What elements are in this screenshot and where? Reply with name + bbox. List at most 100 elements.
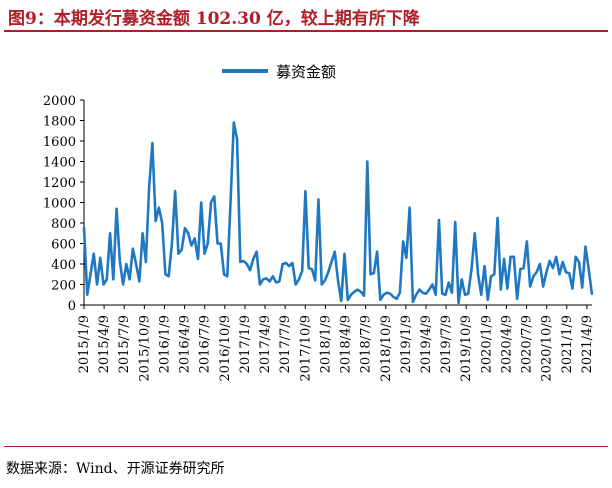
data-point xyxy=(217,243,218,244)
y-tick-label: 1800 xyxy=(43,115,76,130)
data-point xyxy=(582,287,583,288)
data-point xyxy=(269,281,270,282)
data-point xyxy=(136,263,137,264)
data-point xyxy=(523,268,524,269)
data-point xyxy=(354,291,355,292)
data-point xyxy=(520,269,521,270)
data-point xyxy=(393,296,394,297)
x-tick-label: 2018/7/9 xyxy=(359,315,374,373)
data-point xyxy=(93,253,94,254)
y-tick-label: 1400 xyxy=(43,156,76,171)
title-rule xyxy=(4,30,608,32)
data-point xyxy=(559,274,560,275)
data-point xyxy=(507,288,508,289)
legend-label: 募资金额 xyxy=(276,63,336,81)
data-point xyxy=(510,256,511,257)
data-point xyxy=(552,268,553,269)
x-axis: 2015/1/9 2015/4/9 2015/7/9 2015/10/9 2016/1/… xyxy=(77,304,595,382)
y-tick-label: 400 xyxy=(51,258,76,273)
series-line xyxy=(82,121,594,305)
data-point xyxy=(334,251,335,252)
data-point xyxy=(341,300,342,301)
data-point xyxy=(256,251,257,252)
data-point xyxy=(181,249,182,250)
data-point xyxy=(494,274,495,275)
data-point xyxy=(126,263,127,264)
data-point xyxy=(308,268,309,269)
data-point xyxy=(175,191,176,192)
data-point xyxy=(155,220,156,221)
data-point xyxy=(272,276,273,277)
data-point xyxy=(477,274,478,275)
y-tick-label: 200 xyxy=(51,279,76,294)
data-point xyxy=(321,284,322,285)
data-point xyxy=(279,281,280,282)
x-tick-label: 2017/10/9 xyxy=(298,315,313,382)
data-point xyxy=(129,279,130,280)
data-point xyxy=(289,265,290,266)
data-point xyxy=(376,251,377,252)
data-point xyxy=(243,260,244,261)
data-point xyxy=(295,284,296,285)
data-point xyxy=(363,295,364,296)
data-point xyxy=(386,292,387,293)
data-point xyxy=(315,280,316,281)
data-point xyxy=(191,245,192,246)
data-point xyxy=(184,228,185,229)
data-point xyxy=(429,289,430,290)
data-point xyxy=(207,243,208,244)
data-point xyxy=(569,273,570,274)
x-tick-label: 2019/7/9 xyxy=(439,315,454,373)
data-point xyxy=(481,294,482,295)
data-point xyxy=(536,272,537,273)
y-tick-label: 1000 xyxy=(43,197,76,212)
data-point xyxy=(83,227,84,228)
data-point xyxy=(171,243,172,244)
y-tick-label: 2000 xyxy=(43,94,76,109)
data-point xyxy=(448,282,449,283)
x-tick-label: 2020/4/9 xyxy=(499,315,514,373)
data-point xyxy=(201,202,202,203)
x-tick-label: 2015/1/9 xyxy=(77,315,92,373)
data-point xyxy=(539,263,540,264)
data-point xyxy=(106,279,107,280)
data-point xyxy=(399,292,400,293)
x-tick-label: 2017/4/9 xyxy=(258,315,273,373)
data-point xyxy=(367,161,368,162)
data-point xyxy=(435,294,436,295)
data-point xyxy=(543,286,544,287)
data-point xyxy=(442,293,443,294)
data-point xyxy=(412,301,413,302)
data-point xyxy=(591,294,592,295)
legend: 募资金额 xyxy=(222,63,336,81)
data-point xyxy=(533,276,534,277)
data-point xyxy=(396,298,397,299)
data-point xyxy=(556,256,557,257)
data-point xyxy=(438,219,439,220)
data-point xyxy=(484,265,485,266)
data-point xyxy=(194,238,195,239)
data-point xyxy=(188,233,189,234)
x-tick-label: 2018/1/9 xyxy=(318,315,333,373)
data-point xyxy=(311,269,312,270)
x-tick-label: 2020/10/9 xyxy=(540,315,555,382)
data-point xyxy=(246,263,247,264)
data-point xyxy=(168,276,169,277)
data-point xyxy=(549,260,550,261)
data-point xyxy=(546,272,547,273)
data-point xyxy=(266,278,267,279)
data-point xyxy=(116,208,117,209)
data-point xyxy=(425,293,426,294)
data-point xyxy=(474,233,475,234)
data-point xyxy=(282,263,283,264)
data-point xyxy=(500,289,501,290)
data-point xyxy=(263,279,264,280)
data-point xyxy=(328,272,329,273)
x-tick-label: 2015/4/9 xyxy=(97,315,112,373)
data-point xyxy=(109,233,110,234)
data-point xyxy=(96,284,97,285)
data-point xyxy=(344,253,345,254)
data-point xyxy=(373,273,374,274)
data-point xyxy=(249,270,250,271)
